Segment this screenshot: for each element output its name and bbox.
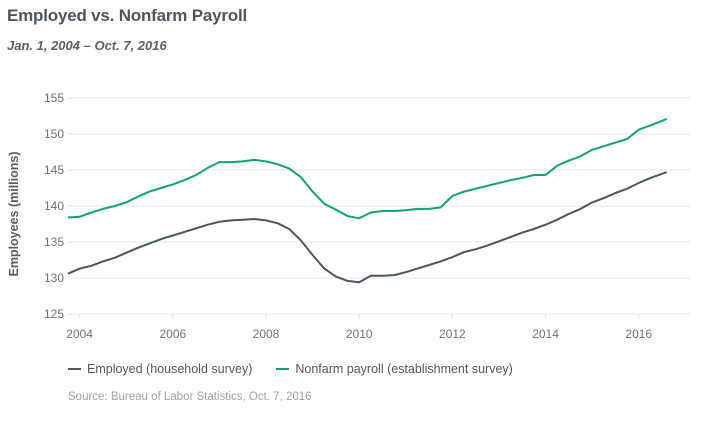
y-tick-label: 140 — [44, 199, 64, 213]
legend-item-employed[interactable]: Employed (household survey) — [68, 362, 252, 376]
legend-swatch-payroll — [276, 368, 290, 370]
y-tick-label: 155 — [44, 91, 64, 105]
x-tick-label: 2014 — [532, 327, 559, 341]
x-tick-label: 2016 — [625, 327, 652, 341]
legend-item-payroll[interactable]: Nonfarm payroll (establishment survey) — [276, 362, 513, 376]
y-tick-label: 150 — [44, 127, 64, 141]
chart-subtitle: Jan. 1, 2004 – Oct. 7, 2016 — [7, 38, 167, 53]
line-chart: 125 130 135 140 145 150 155 2004 2006 2008 2010 201… — [7, 91, 690, 341]
chart-title: Employed vs. Nonfarm Payroll — [7, 6, 248, 25]
y-tick-label: 145 — [44, 163, 64, 177]
series-line-payroll — [67, 117, 668, 220]
source-note: Source: Bureau of Labor Statistics, Oct.… — [68, 391, 312, 403]
legend-swatch-employed — [68, 368, 81, 370]
x-tick-label: 2006 — [159, 327, 186, 341]
y-tick-label: 125 — [44, 307, 64, 321]
legend: Employed (household survey) Nonfarm payr… — [68, 362, 513, 376]
y-tick-label: 135 — [44, 235, 64, 249]
y-axis-label: Employees (millions) — [7, 151, 21, 276]
x-tick-label: 2004 — [66, 327, 93, 341]
legend-label-payroll: Nonfarm payroll (establishment survey) — [295, 362, 513, 376]
y-tick-label: 130 — [44, 271, 64, 285]
x-tick-label: 2012 — [439, 327, 466, 341]
series-line-employed — [67, 171, 668, 284]
legend-label-employed: Employed (household survey) — [87, 362, 253, 376]
x-tick-label: 2010 — [346, 327, 373, 341]
x-tick-label: 2008 — [253, 327, 280, 341]
